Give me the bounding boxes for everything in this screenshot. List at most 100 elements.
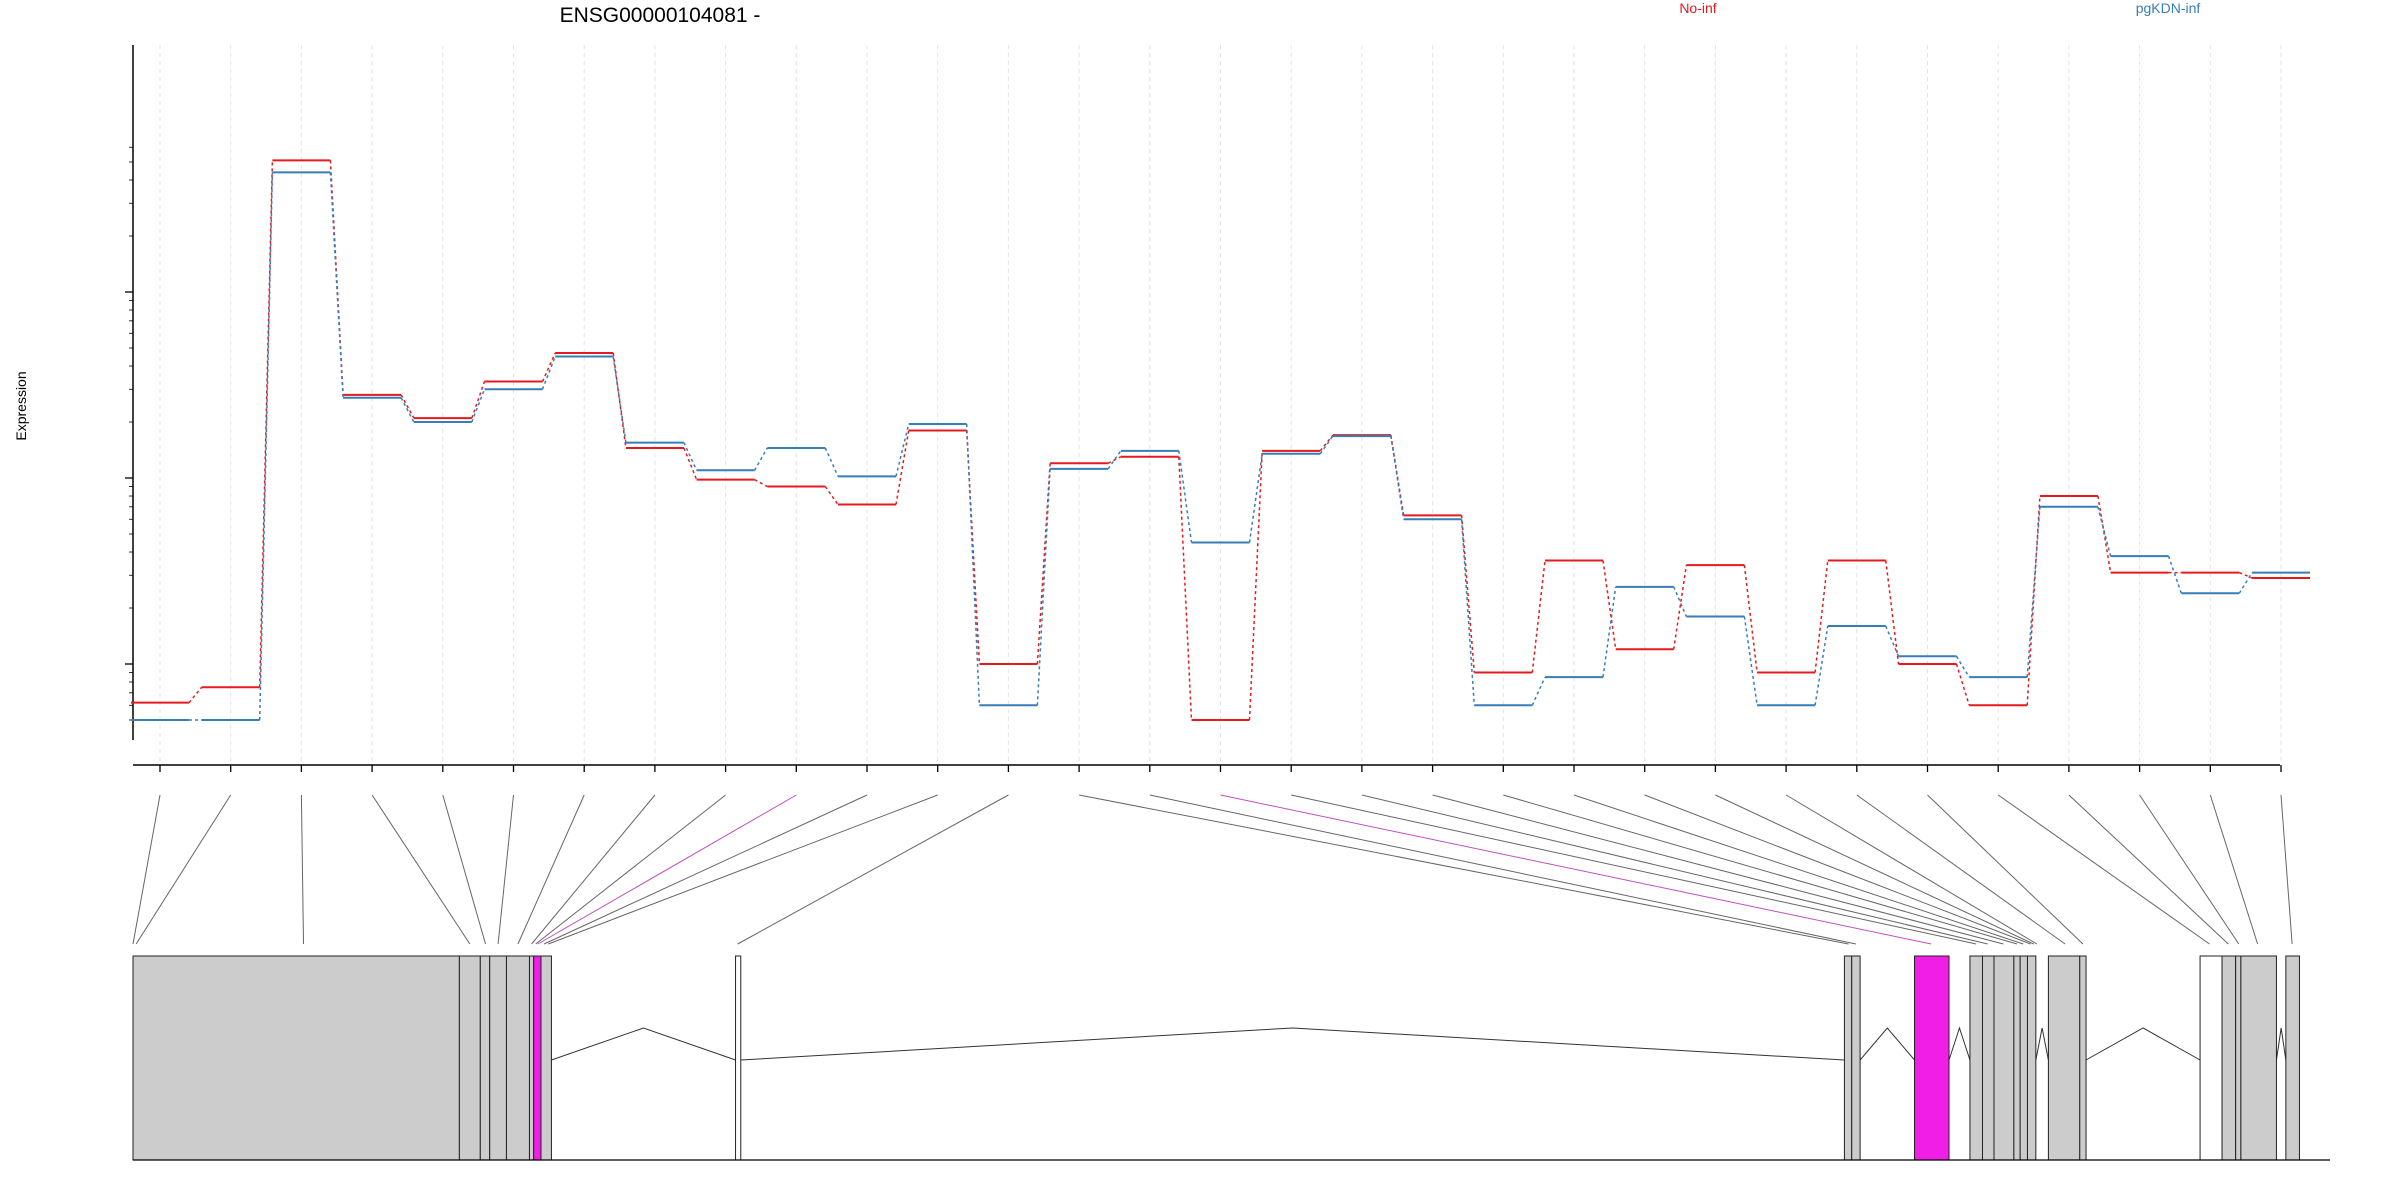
intron-23 bbox=[2275, 1027, 2287, 1061]
connector-pgkdn-inf-e027 bbox=[2026, 506, 2041, 678]
exon-box-11 bbox=[1913, 955, 1950, 1161]
exon-box-24 bbox=[2285, 955, 2300, 1161]
connector-no-inf-e008 bbox=[683, 447, 698, 480]
intron-7 bbox=[551, 1027, 736, 1061]
connector-no-inf-e005 bbox=[471, 381, 486, 419]
connector-pgkdn-inf-e020 bbox=[1531, 676, 1546, 706]
link-e023 bbox=[1715, 794, 2034, 945]
link-e022 bbox=[1644, 794, 2031, 945]
connector-no-inf-e028 bbox=[2097, 495, 2112, 573]
link-e029 bbox=[2139, 794, 2240, 945]
connector-pgkdn-inf-e023 bbox=[1743, 616, 1758, 706]
exon-box-4 bbox=[505, 955, 530, 1161]
link-e015 bbox=[1149, 794, 1857, 945]
exon-box-12 bbox=[1969, 955, 1983, 1161]
link-e030 bbox=[2209, 794, 2259, 945]
link-e005 bbox=[442, 794, 487, 945]
connector-no-inf-e019 bbox=[1460, 515, 1476, 673]
connector-pgkdn-inf-e016 bbox=[1248, 453, 1263, 543]
exon-box-9 bbox=[1843, 955, 1853, 1161]
series-pgkdn-inf bbox=[131, 171, 2310, 721]
connector-no-inf-e026 bbox=[1955, 663, 1970, 706]
connector-no-inf-e020 bbox=[1531, 560, 1546, 673]
connector-pgkdn-inf-e029 bbox=[2167, 555, 2183, 594]
exon-box-14 bbox=[1993, 955, 2015, 1161]
link-e016 bbox=[1220, 794, 1932, 945]
connector-no-inf-e024 bbox=[1814, 560, 1829, 673]
connector-pgkdn-inf-e004 bbox=[400, 397, 415, 423]
connector-no-inf-e011 bbox=[895, 430, 910, 505]
link-e013 bbox=[737, 794, 1009, 945]
connector-pgkdn-inf-e011 bbox=[895, 423, 910, 477]
link-e025 bbox=[1856, 794, 2066, 945]
connector-pgkdn-inf-e006 bbox=[541, 356, 556, 390]
link-e028 bbox=[2068, 794, 2229, 945]
connector-no-inf-e014 bbox=[1107, 456, 1122, 464]
link-e012 bbox=[548, 794, 938, 945]
link-e031 bbox=[2280, 794, 2293, 945]
intron-8 bbox=[740, 1027, 1845, 1061]
intron-19 bbox=[2085, 1027, 2201, 1061]
intron-10 bbox=[1859, 1027, 1915, 1061]
connector-no-inf-e022 bbox=[1672, 565, 1688, 650]
connector-no-inf-e012 bbox=[965, 430, 981, 665]
y-axis-label: Expression bbox=[13, 371, 29, 440]
link-e026 bbox=[1927, 794, 2084, 945]
connector-no-inf-e004 bbox=[400, 394, 415, 419]
link-e011 bbox=[543, 794, 868, 945]
connector-pgkdn-inf-e007 bbox=[612, 356, 627, 443]
link-e008 bbox=[531, 794, 656, 945]
link-e018 bbox=[1361, 794, 1988, 945]
exon-box-6 bbox=[533, 955, 542, 1161]
connector-pgkdn-inf-e026 bbox=[1955, 655, 1970, 678]
legend-label-pgkdn-inf: pgKDN-inf bbox=[2136, 0, 2201, 16]
connector-pgkdn-inf-e015 bbox=[1178, 450, 1193, 543]
connector-pgkdn-inf-e010 bbox=[824, 447, 839, 477]
connector-pgkdn-inf-e014 bbox=[1107, 450, 1122, 470]
legend-label-no-inf: No-inf bbox=[1679, 0, 1716, 16]
exon-box-0 bbox=[132, 955, 460, 1161]
axes bbox=[125, 45, 2282, 772]
connector-no-inf-e021 bbox=[1602, 560, 1617, 650]
exon-box-17 bbox=[2026, 955, 2037, 1161]
connector-no-inf-e016 bbox=[1248, 450, 1263, 721]
connector-no-inf-e006 bbox=[541, 352, 556, 382]
exon-link-lines bbox=[132, 794, 2293, 945]
link-e017 bbox=[1291, 794, 1977, 945]
exon-box-13 bbox=[1981, 955, 1995, 1161]
exon-box-16 bbox=[2019, 955, 2028, 1161]
connector-pgkdn-inf-e028 bbox=[2097, 506, 2112, 557]
chart-title: ENSG00000104081 - bbox=[560, 4, 761, 27]
connector-pgkdn-inf-e013 bbox=[1036, 468, 1051, 706]
exon-box-23 bbox=[2240, 955, 2277, 1161]
connector-no-inf-e009 bbox=[754, 478, 768, 488]
connector-pgkdn-inf-e003 bbox=[329, 172, 344, 398]
exon-box-22 bbox=[2235, 955, 2242, 1161]
link-e004 bbox=[371, 794, 471, 945]
connector-no-inf-e030 bbox=[2239, 571, 2253, 579]
link-e019 bbox=[1432, 794, 2004, 945]
connector-no-inf-e001 bbox=[188, 686, 203, 704]
exon-box-19 bbox=[2079, 955, 2087, 1161]
connector-pgkdn-inf-e017 bbox=[1319, 435, 1334, 455]
gene-model bbox=[132, 955, 2330, 1161]
connector-no-inf-e002 bbox=[258, 160, 274, 688]
connector-pgkdn-inf-e018 bbox=[1390, 435, 1405, 520]
exon-box-10 bbox=[1851, 955, 1861, 1161]
expression-series bbox=[131, 159, 2310, 721]
link-e010 bbox=[537, 794, 797, 945]
connector-pgkdn-inf-e022 bbox=[1673, 586, 1688, 617]
connector-pgkdn-inf-e009 bbox=[753, 447, 768, 471]
link-e001 bbox=[132, 794, 161, 945]
intron-11 bbox=[1948, 1026, 1971, 1061]
exon-box-18 bbox=[2047, 955, 2081, 1161]
exon-box-3 bbox=[489, 955, 507, 1161]
link-e020 bbox=[1503, 794, 2018, 945]
exon-box-8 bbox=[735, 955, 742, 1161]
connector-no-inf-e023 bbox=[1743, 565, 1758, 673]
vertical-gridlines bbox=[159, 45, 2282, 765]
connector-pgkdn-inf-e019 bbox=[1460, 519, 1476, 706]
link-e002 bbox=[135, 794, 232, 945]
connector-pgkdn-inf-e024 bbox=[1814, 625, 1829, 706]
